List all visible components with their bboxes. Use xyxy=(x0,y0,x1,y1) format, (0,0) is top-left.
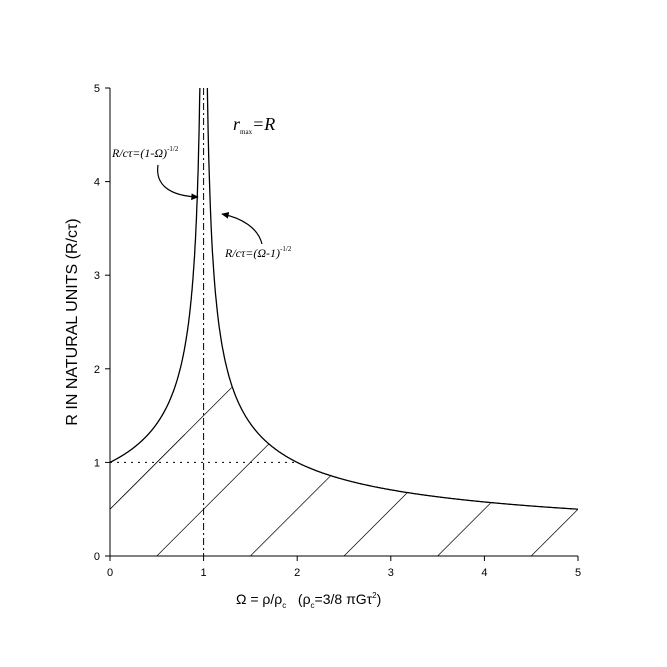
y-axis-label: R IN NATURAL UNITS (R/cτ) xyxy=(64,218,81,425)
x-tick-label: 1 xyxy=(201,567,207,579)
x-tick-label: 4 xyxy=(481,567,487,579)
x-tick-label: 2 xyxy=(294,567,300,579)
x-tick-label: 3 xyxy=(388,567,394,579)
y-tick-label: 4 xyxy=(94,177,100,189)
x-axis-label: Ω = ρ/ρc (ρc=3/8 πGτ2) xyxy=(236,591,381,610)
annotation-rmax: rmax=R xyxy=(233,114,275,136)
y-tick-label: 3 xyxy=(94,270,100,282)
annotation-right-curve: R/cτ=(Ω-1)-1/2 xyxy=(224,245,292,260)
series-line-right xyxy=(206,88,578,510)
arrow-right-curve xyxy=(221,212,263,245)
y-tick-label: 5 xyxy=(94,83,100,95)
hatch-line xyxy=(530,434,578,556)
x-ticks: 0 1 2 3 4 5 xyxy=(107,556,581,579)
x-tick-label: 0 xyxy=(107,567,113,579)
hatch-line xyxy=(110,387,232,510)
y-tick-label: 2 xyxy=(94,364,100,376)
hatch-line xyxy=(250,434,373,556)
hatch-line xyxy=(156,434,279,556)
y-tick-label: 0 xyxy=(94,551,100,563)
hatch-line xyxy=(437,434,560,556)
y-ticks: 0 1 2 3 4 5 xyxy=(94,83,110,563)
arrow-left-curve xyxy=(157,164,199,201)
hatch-line xyxy=(343,434,466,556)
series-line-left xyxy=(110,88,201,463)
y-tick-label: 1 xyxy=(94,457,100,469)
annotation-left-curve: R/cτ=(1-Ω)-1/2 xyxy=(111,145,179,160)
hatched-region xyxy=(110,387,667,556)
hatch-line xyxy=(625,434,667,556)
x-tick-label: 5 xyxy=(575,567,581,579)
